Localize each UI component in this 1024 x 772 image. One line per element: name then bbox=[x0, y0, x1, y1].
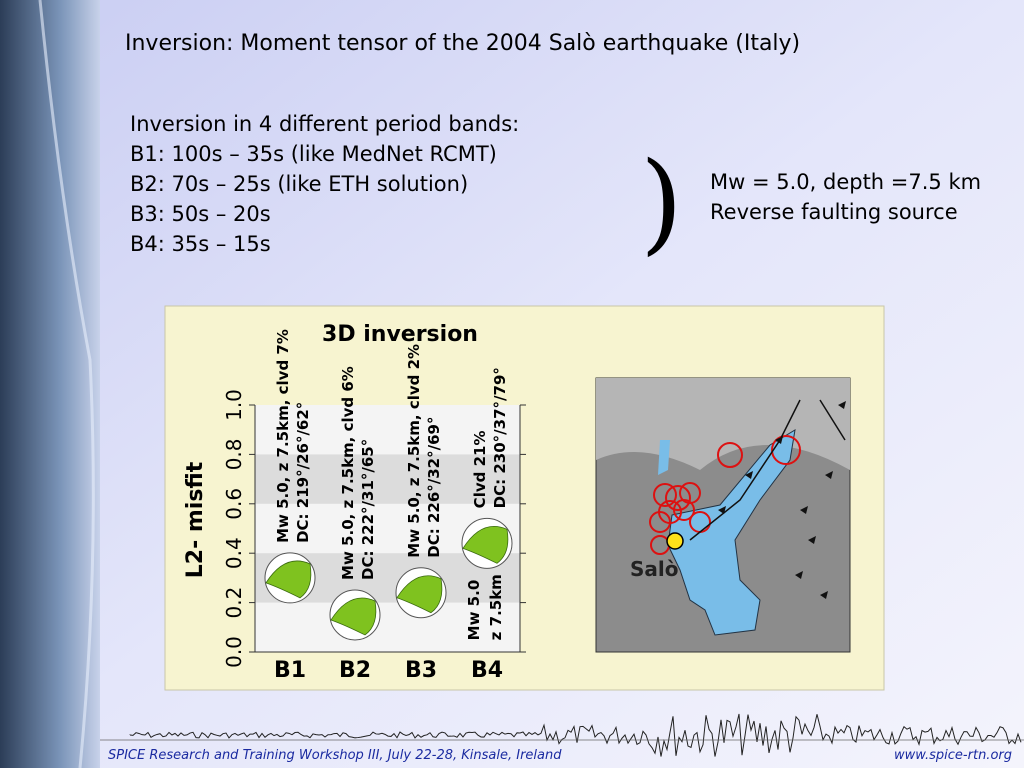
footer-left: SPICE Research and Training Workshop III… bbox=[108, 748, 562, 763]
y-label: L2- misfit bbox=[183, 461, 208, 578]
y-tick-label: 0.4 bbox=[222, 537, 246, 569]
y-tick-label: 0.2 bbox=[222, 587, 246, 619]
annotation: Mw 5.0, z 7.5km, clvd 2% bbox=[405, 344, 423, 558]
bullet-line: B2: 70s – 25s (like ETH solution) bbox=[130, 172, 468, 196]
annotation: DC: 226°/32°/69° bbox=[425, 417, 443, 558]
bullet-line: Inversion in 4 different period bands: bbox=[130, 112, 519, 136]
annotation-lower: Mw 5.0 bbox=[465, 580, 483, 641]
beachball-wedge bbox=[330, 597, 377, 636]
map-label: Salò bbox=[630, 557, 679, 581]
x-tick-label: B4 bbox=[471, 658, 503, 683]
x-tick-label: B2 bbox=[339, 658, 371, 683]
annotation: Clvd 21% bbox=[471, 431, 489, 509]
bullet-line: B1: 100s – 35s (like MedNet RCMT) bbox=[130, 142, 497, 166]
beachball bbox=[264, 552, 316, 604]
bullet-line: B3: 50s – 20s bbox=[130, 202, 271, 226]
thrust-marks bbox=[718, 401, 846, 599]
result: Mw = 5.0, depth =7.5 km Reverse faulting … bbox=[710, 170, 981, 224]
beachball bbox=[395, 567, 447, 619]
lake-north bbox=[658, 440, 670, 475]
y-tick-label: 0.8 bbox=[222, 438, 246, 470]
band bbox=[255, 454, 520, 504]
beachball-wedge bbox=[462, 525, 509, 564]
earth-strip bbox=[0, 0, 100, 768]
bullets: Inversion in 4 different period bands: B1… bbox=[130, 112, 519, 256]
bracket: ) bbox=[640, 138, 683, 266]
fault bbox=[689, 399, 846, 541]
title: Inversion: Moment tensor of the 2004 Sal… bbox=[125, 31, 800, 56]
beachball bbox=[329, 589, 381, 641]
y-tick-label: 0.0 bbox=[222, 636, 246, 668]
earth-edge bbox=[38, 0, 95, 769]
annotation: Mw 5.0, z 7.5km, clvd 7% bbox=[274, 329, 292, 543]
beachball bbox=[461, 517, 513, 569]
relief bbox=[596, 378, 850, 470]
annotation: Mw 5.0, z 7.5km, clvd 6% bbox=[339, 366, 357, 580]
map: Salò bbox=[595, 377, 851, 653]
beachball-wedge bbox=[396, 575, 443, 614]
y-tick-label: 0.6 bbox=[222, 488, 246, 520]
y-tick-label: 1.0 bbox=[222, 389, 246, 421]
plot: 0.0 0.2 0.4 0.6 0.8 1.0 B1 Mw 5.0, z 7.5km, clv… bbox=[222, 329, 526, 683]
x-tick-label: B3 bbox=[405, 658, 437, 683]
annotation: DC: 222°/31°/65° bbox=[359, 439, 377, 580]
annotation: DC: 219°/26°/62° bbox=[294, 402, 312, 543]
beachball-wedge bbox=[265, 560, 312, 599]
seismogram bbox=[129, 713, 1022, 757]
result-line: Mw = 5.0, depth =7.5 km bbox=[710, 170, 981, 194]
annotation: DC: 230°/37°/79° bbox=[491, 367, 509, 508]
result-line: Reverse faulting source bbox=[710, 200, 958, 224]
footer-right: www.spice-rtn.org bbox=[894, 748, 1012, 763]
bullet-line: B4: 35s – 15s bbox=[130, 232, 271, 256]
annotation-lower: z 7.5km bbox=[487, 574, 505, 640]
epicenter bbox=[666, 532, 684, 550]
aftershocks bbox=[649, 435, 801, 555]
x-tick-label: B1 bbox=[274, 658, 306, 683]
figure-title: 3D inversion bbox=[322, 322, 478, 347]
